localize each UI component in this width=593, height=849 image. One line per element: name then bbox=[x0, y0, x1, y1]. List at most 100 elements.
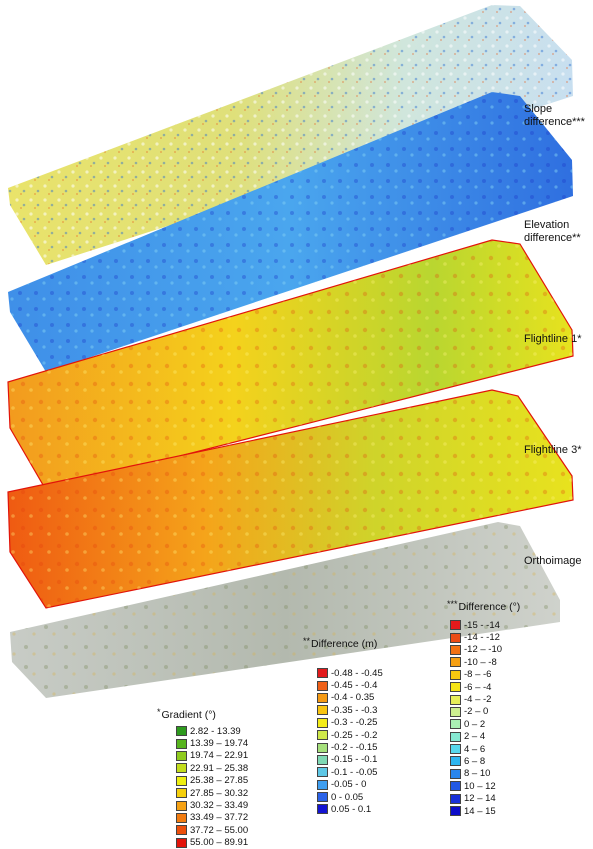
gradient-legend-label: 37.72 – 55.00 bbox=[190, 824, 249, 836]
slope-legend-item: -6 – -4 bbox=[450, 681, 520, 693]
slope-legend-label: -2 – 0 bbox=[464, 706, 489, 718]
elevation-legend-item: -0.35 - -0.3 bbox=[317, 704, 383, 716]
gradient-legend-title-text: Gradient (°) bbox=[161, 709, 216, 721]
elevation-legend-item: -0.48 - -0.45 bbox=[317, 667, 383, 679]
terrain-strips bbox=[7, 5, 574, 698]
flightline-3-label: Flightline 3* bbox=[524, 444, 582, 456]
gradient-legend-label: 33.49 – 37.72 bbox=[190, 812, 249, 824]
elevation-legend-swatch bbox=[317, 680, 328, 691]
elevation-legend-swatch bbox=[317, 730, 328, 741]
gradient-legend-item: 27.85 – 30.32 bbox=[176, 787, 248, 799]
gradient-legend-label: 2.82 - 13.39 bbox=[190, 725, 241, 737]
gradient-legend-item: 19.74 – 22.91 bbox=[176, 750, 248, 762]
slope-legend-label: 10 – 12 bbox=[464, 780, 496, 792]
gradient-legend-item: 25.38 – 27.85 bbox=[176, 775, 248, 787]
slope-difference-label-line2: difference*** bbox=[524, 116, 585, 128]
elevation-difference-strip bbox=[8, 92, 573, 372]
slope-legend-swatch bbox=[450, 756, 461, 767]
elevation-legend-swatch bbox=[317, 754, 328, 765]
slope-legend-marker: *** bbox=[447, 599, 458, 609]
gradient-legend-item: 2.82 - 13.39 bbox=[176, 725, 248, 737]
gradient-legend-item: 13.39 – 19.74 bbox=[176, 737, 248, 749]
elevation-legend-items: -0.48 - -0.45 -0.45 - -0.4 -0.4 - 0.35 -0.3… bbox=[303, 667, 383, 816]
slope-legend-swatch bbox=[450, 806, 461, 817]
gradient-legend-item: 55.00 – 89.91 bbox=[176, 837, 248, 849]
slope-legend-swatch bbox=[450, 669, 461, 680]
elevation-legend-marker: ** bbox=[303, 636, 311, 646]
elevation-legend-label: -0.3 - -0.25 bbox=[331, 717, 378, 729]
slope-legend-items: -15 - -14 -14 - -12 -12 – -10 -10 – -8 -8 – … bbox=[447, 619, 520, 817]
elevation-legend-item: 0 - 0.05 bbox=[317, 791, 383, 803]
orthoimage-strip bbox=[10, 522, 560, 698]
slope-legend-item: 12 – 14 bbox=[450, 792, 520, 804]
slope-legend-item: -10 – -8 bbox=[450, 656, 520, 668]
gradient-legend-label: 25.38 – 27.85 bbox=[190, 775, 249, 787]
elevation-legend-label: -0.35 - -0.3 bbox=[331, 704, 378, 716]
slope-legend-label: -4 – -2 bbox=[464, 694, 492, 706]
elevation-legend-swatch bbox=[317, 792, 328, 803]
elevation-legend-label: -0.15 - -0.1 bbox=[331, 754, 378, 766]
elevation-legend-label: -0.4 - 0.35 bbox=[331, 692, 375, 704]
slope-difference-legend: ***Difference (°) -15 - -14 -14 - -12 -12 … bbox=[447, 598, 520, 817]
gradient-legend-label: 27.85 – 30.32 bbox=[190, 787, 249, 799]
gradient-legend-swatch bbox=[176, 800, 187, 811]
slope-legend-swatch bbox=[450, 768, 461, 779]
elevation-legend-label: -0.45 - -0.4 bbox=[331, 680, 378, 692]
elevation-legend-label: -0.2 - -0.15 bbox=[331, 742, 378, 754]
elevation-difference-label-line2: difference** bbox=[524, 232, 581, 244]
elevation-legend-label: -0.05 - 0 bbox=[331, 779, 367, 791]
elevation-legend-swatch bbox=[317, 705, 328, 716]
gradient-legend-swatch bbox=[176, 837, 187, 848]
elevation-legend-swatch bbox=[317, 692, 328, 703]
slope-legend-item: -14 - -12 bbox=[450, 631, 520, 643]
elevation-legend-label: -0.1 - -0.05 bbox=[331, 766, 378, 778]
slope-legend-item: -4 – -2 bbox=[450, 693, 520, 705]
slope-legend-item: -2 – 0 bbox=[450, 706, 520, 718]
slope-difference-strip bbox=[8, 5, 573, 265]
flightline-1-label: Flightline 1* bbox=[524, 333, 582, 345]
gradient-legend-label: 22.91 – 25.38 bbox=[190, 762, 249, 774]
elevation-legend-swatch bbox=[317, 804, 328, 815]
elevation-legend-item: -0.4 - 0.35 bbox=[317, 692, 383, 704]
slope-legend-label: -6 – -4 bbox=[464, 681, 492, 693]
slope-legend-item: 14 – 15 bbox=[450, 805, 520, 817]
gradient-legend-swatch bbox=[176, 775, 187, 786]
orthoimage-label: Orthoimage bbox=[524, 555, 582, 567]
slope-legend-swatch bbox=[450, 744, 461, 755]
slope-legend-title-text: Difference (°) bbox=[458, 601, 521, 613]
elevation-legend-swatch bbox=[317, 779, 328, 790]
elevation-legend-swatch bbox=[317, 742, 328, 753]
slope-legend-swatch bbox=[450, 719, 461, 730]
elevation-legend-label: -0.48 - -0.45 bbox=[331, 667, 383, 679]
slope-legend-label: 0 – 2 bbox=[464, 718, 486, 730]
gradient-legend-label: 30.32 – 33.49 bbox=[190, 800, 249, 812]
slope-legend-label: 14 – 15 bbox=[464, 805, 496, 817]
slope-legend-label: 12 – 14 bbox=[464, 793, 496, 805]
slope-legend-item: -15 - -14 bbox=[450, 619, 520, 631]
slope-legend-item: -8 – -6 bbox=[450, 669, 520, 681]
gradient-legend-item: 33.49 – 37.72 bbox=[176, 812, 248, 824]
slope-legend-swatch bbox=[450, 644, 461, 655]
slope-legend-item: 2 – 4 bbox=[450, 731, 520, 743]
gradient-legend-marker: * bbox=[157, 707, 161, 717]
elevation-legend-item: -0.45 - -0.4 bbox=[317, 679, 383, 691]
slope-legend-swatch bbox=[450, 632, 461, 643]
slope-legend-swatch bbox=[450, 793, 461, 804]
elevation-difference-legend: **Difference (m) -0.48 - -0.45 -0.45 - -0… bbox=[303, 635, 383, 816]
elevation-legend-item: -0.05 - 0 bbox=[317, 779, 383, 791]
elevation-legend-label: -0.25 - -0.2 bbox=[331, 729, 378, 741]
slope-legend-swatch bbox=[450, 620, 461, 631]
slope-legend-label: -10 – -8 bbox=[464, 656, 497, 668]
slope-legend-item: 10 – 12 bbox=[450, 780, 520, 792]
slope-legend-label: 8 – 10 bbox=[464, 768, 491, 780]
gradient-legend-label: 19.74 – 22.91 bbox=[190, 750, 249, 762]
gradient-legend-item: 30.32 – 33.49 bbox=[176, 799, 248, 811]
elevation-legend-swatch bbox=[317, 717, 328, 728]
elevation-legend-item: 0.05 - 0.1 bbox=[317, 803, 383, 815]
elevation-legend-item: -0.15 - -0.1 bbox=[317, 754, 383, 766]
elevation-legend-item: -0.2 - -0.15 bbox=[317, 741, 383, 753]
gradient-legend-swatch bbox=[176, 738, 187, 749]
gradient-legend-swatch bbox=[176, 825, 187, 836]
gradient-legend-item: 22.91 – 25.38 bbox=[176, 762, 248, 774]
slope-legend-title: ***Difference (°) bbox=[447, 598, 520, 614]
